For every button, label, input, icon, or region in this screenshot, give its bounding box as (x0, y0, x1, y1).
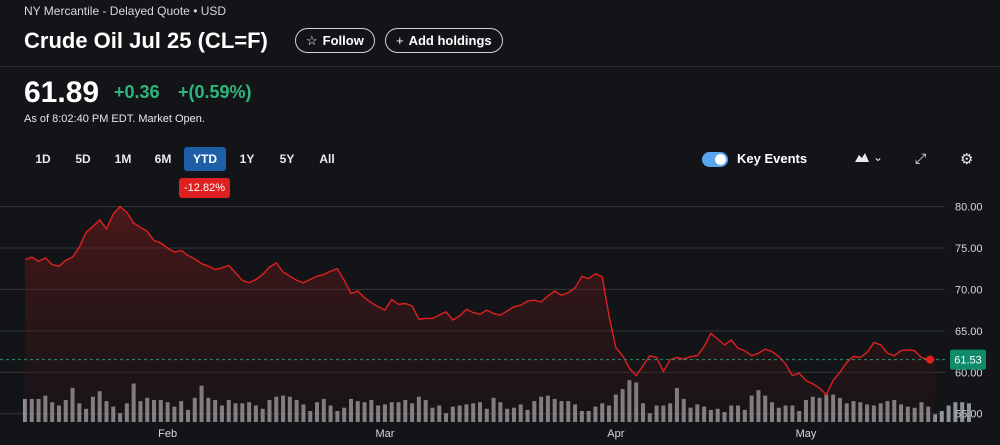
range-ytd[interactable]: YTD (184, 147, 226, 171)
last-price-tag-bg (950, 349, 986, 370)
last-price-tag: 61.53 (950, 349, 986, 370)
range-6m[interactable]: 6M (154, 152, 172, 166)
chevron-down-icon: ⌄ (873, 150, 884, 164)
y-tick-label: 75.00 (955, 243, 983, 255)
performance-badge: -12.82% (179, 178, 230, 198)
page-title: Crude Oil Jul 25 (CL=F) (24, 28, 268, 53)
volume-bar (939, 411, 944, 422)
volume-bar (953, 402, 958, 422)
range-1y[interactable]: 1Y (239, 152, 255, 166)
follow-button[interactable]: ☆ Follow (295, 28, 375, 53)
range-1d[interactable]: 1D (35, 152, 51, 166)
price-change-percent: +(0.59%) (178, 82, 252, 102)
y-tick-label: 60.00 (955, 367, 983, 379)
star-icon: ☆ (306, 32, 318, 48)
add-holdings-button[interactable]: + Add holdings (385, 28, 503, 53)
toggle-knob (715, 154, 726, 165)
y-tick-label: 70.00 (955, 284, 983, 296)
x-tick-label: Mar (375, 428, 394, 440)
range-1m[interactable]: 1M (114, 152, 132, 166)
last-price-dot (926, 355, 934, 364)
range-5y[interactable]: 5Y (279, 152, 295, 166)
follow-label: Follow (322, 33, 364, 48)
y-tick-label: 65.00 (955, 326, 983, 338)
key-events-label: Key Events (737, 151, 808, 166)
volume-bar (966, 403, 971, 422)
volume-bar (946, 405, 951, 422)
x-tick-label: Feb (158, 428, 177, 440)
x-tick-label: Apr (607, 428, 624, 440)
add-holdings-label: Add holdings (408, 33, 492, 48)
chart-type-dropdown[interactable]: ⌄ (855, 150, 883, 164)
range-all[interactable]: All (319, 152, 335, 166)
expand-icon[interactable]: ⤢ (915, 150, 927, 166)
y-tick-label: 80.00 (955, 202, 983, 214)
x-tick-label: May (796, 428, 817, 440)
price-change: +0.36 (114, 82, 160, 102)
quote-timestamp: As of 8:02:40 PM EDT. Market Open. (24, 113, 205, 125)
volume-bar (960, 402, 965, 422)
price-chart[interactable]: 80.0075.0070.0065.0060.0055.0061.53FebMa… (0, 190, 1000, 445)
exchange-subtitle: NY Mercantile - Delayed Quote • USD (24, 4, 227, 18)
header-divider (0, 66, 1000, 67)
current-price: 61.89 (24, 76, 100, 109)
price-line (24, 205, 936, 396)
gear-icon[interactable]: ⚙ (960, 151, 974, 168)
last-price-tag-label: 61.53 (954, 355, 982, 367)
range-5d[interactable]: 5D (75, 152, 91, 166)
mountain-chart-icon (855, 153, 869, 162)
plus-icon: + (396, 33, 404, 48)
range-selector: 1D 5D 1M 6M YTD 1Y 5Y All (24, 147, 348, 171)
key-events-toggle[interactable] (702, 152, 728, 167)
